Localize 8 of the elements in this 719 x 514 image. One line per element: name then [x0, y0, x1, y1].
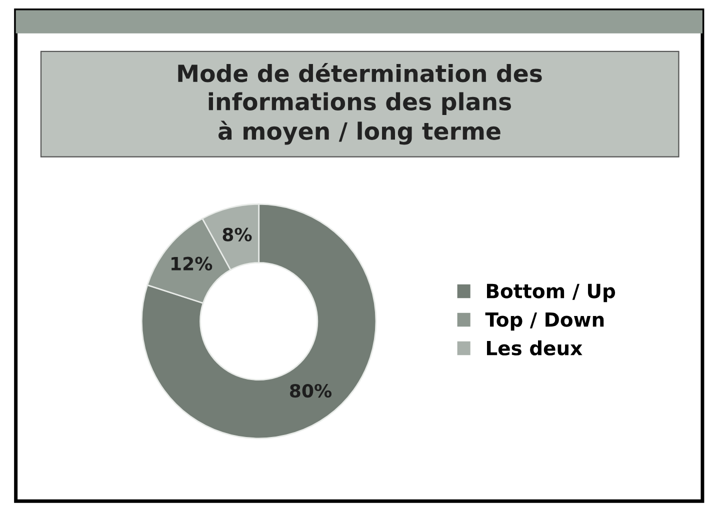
chart-title: Mode de détermination des informations des plans à moyen / long terme	[178, 63, 542, 145]
data-label: 80%	[290, 384, 332, 398]
legend-label: Bottom / Up	[486, 284, 616, 302]
legend-label: Les deux	[486, 340, 582, 356]
legend-label: Top / Down	[485, 312, 604, 331]
data-label: 8%	[222, 228, 252, 242]
donut-slice	[140, 203, 377, 440]
data-label: 12%	[172, 256, 212, 270]
